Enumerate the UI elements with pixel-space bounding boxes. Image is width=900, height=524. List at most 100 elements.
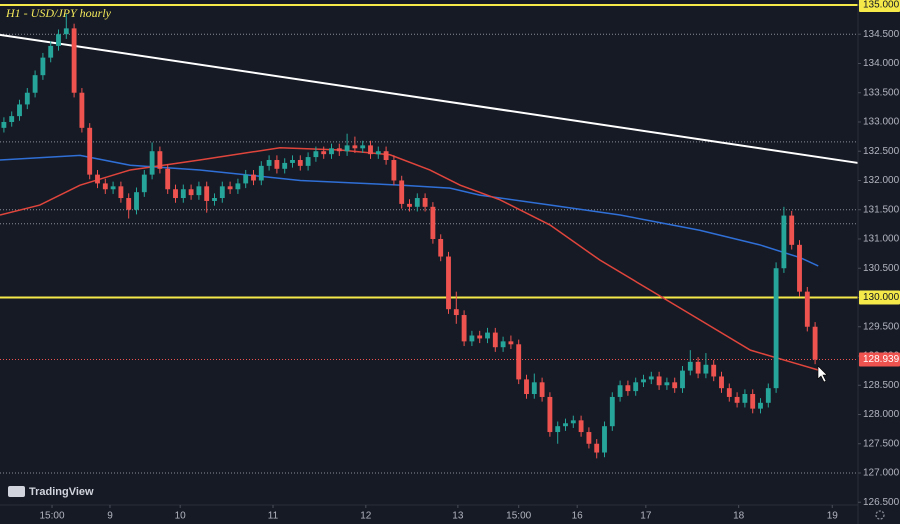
candle-body: [212, 198, 217, 201]
candle-body: [141, 174, 147, 193]
candle-body: [375, 151, 381, 155]
candle-body: [102, 183, 108, 190]
last-price-badge: [859, 352, 900, 367]
watermark: TradingView: [29, 486, 94, 498]
last-price-label: 128.939: [863, 354, 900, 365]
candle-body: [469, 335, 475, 342]
candle-body: [282, 162, 288, 169]
candle-body: [134, 192, 139, 210]
y-tick-label: 131.500: [863, 204, 900, 215]
candle-body: [578, 420, 584, 433]
candle-body: [24, 92, 30, 105]
cursor: [817, 365, 828, 383]
x-tick-label: 15:00: [40, 511, 65, 522]
candle-body: [251, 174, 256, 181]
candle-body: [391, 160, 397, 181]
candle-body: [750, 394, 756, 409]
indicator-line: [0, 146, 819, 371]
candle-body: [664, 382, 670, 386]
candle-body: [71, 28, 77, 93]
plot-area: [0, 3, 859, 474]
x-tick-label: 16: [572, 511, 584, 522]
y-tick-label: 134.000: [863, 58, 900, 69]
candle-body: [461, 315, 467, 342]
y-tick-label: 133.500: [863, 87, 900, 98]
candle-body: [719, 376, 724, 389]
candle-body: [586, 432, 592, 444]
candle-body: [711, 364, 717, 377]
y-tick-label: 130.000: [863, 292, 900, 303]
candle-body: [789, 215, 795, 245]
x-tick-label: 10: [175, 511, 187, 522]
candle-body: [633, 382, 639, 392]
candle-body: [617, 385, 623, 397]
y-tick-label: 132.000: [863, 175, 900, 186]
y-tick-highlight: [859, 0, 900, 12]
candle-body: [180, 189, 186, 199]
candle-body: [297, 160, 303, 166]
candle-body: [87, 127, 93, 175]
candle-body: [422, 198, 428, 207]
x-tick-label: 15:00: [506, 511, 531, 522]
candle-body: [648, 376, 654, 380]
candle-body: [157, 151, 163, 169]
y-tick-label: 132.500: [863, 146, 900, 157]
candle-body: [703, 364, 709, 374]
y-tick-label: 128.500: [863, 380, 900, 391]
x-tick-label: 9: [107, 511, 113, 522]
x-tick-label: 12: [360, 511, 372, 522]
candle-body: [17, 104, 22, 117]
candle-body: [407, 203, 412, 207]
candle-body: [500, 341, 506, 348]
candle-body: [547, 396, 553, 433]
candle-body: [126, 198, 132, 210]
candle-body: [797, 244, 802, 292]
candle-body: [266, 160, 272, 166]
candle-body: [477, 335, 483, 339]
y-tick-highlight: [859, 290, 900, 305]
y-tick-label: 126.500: [863, 497, 900, 508]
candle-body: [313, 151, 319, 158]
candle-body: [555, 426, 561, 433]
candle-body: [204, 186, 210, 201]
x-tick-label: 18: [733, 511, 745, 522]
candle-body: [165, 168, 171, 190]
candle-body: [680, 370, 685, 389]
candle-body: [336, 148, 342, 152]
y-tick-label: 133.000: [863, 117, 900, 128]
candle-body: [687, 361, 693, 371]
candle-body: [492, 332, 498, 348]
y-tick-label: 127.500: [863, 438, 900, 449]
candle-body: [79, 92, 85, 128]
candle-body: [570, 420, 576, 424]
candle-body: [414, 198, 420, 207]
candle-body: [235, 183, 241, 190]
candle-body: [118, 186, 124, 199]
candle-body: [243, 174, 249, 184]
indicator-line: [0, 33, 859, 164]
candle-body: [734, 396, 740, 403]
candle-body: [399, 180, 405, 204]
candle-body: [695, 361, 701, 374]
candle-body: [360, 145, 366, 149]
settings-icon[interactable]: [875, 510, 885, 520]
axes: 126.500127.000127.500128.000128.500129.0…: [40, 0, 900, 522]
candle-body: [602, 426, 607, 453]
candle-body: [56, 34, 61, 46]
y-tick-label: 135.000: [863, 0, 900, 11]
candle-body: [812, 326, 818, 360]
candle-body: [438, 238, 444, 257]
candle-body: [227, 186, 233, 190]
candle-body: [63, 28, 69, 35]
candle-body: [1, 121, 7, 128]
y-tick-label: 131.000: [863, 234, 900, 245]
candle-body: [804, 291, 810, 327]
candle-body: [594, 443, 600, 453]
y-tick-label: 130.500: [863, 263, 900, 274]
candle-body: [430, 206, 436, 239]
candle-body: [563, 423, 568, 427]
candle-body: [9, 116, 15, 122]
candle-body: [531, 382, 537, 395]
candle-body: [641, 379, 646, 383]
